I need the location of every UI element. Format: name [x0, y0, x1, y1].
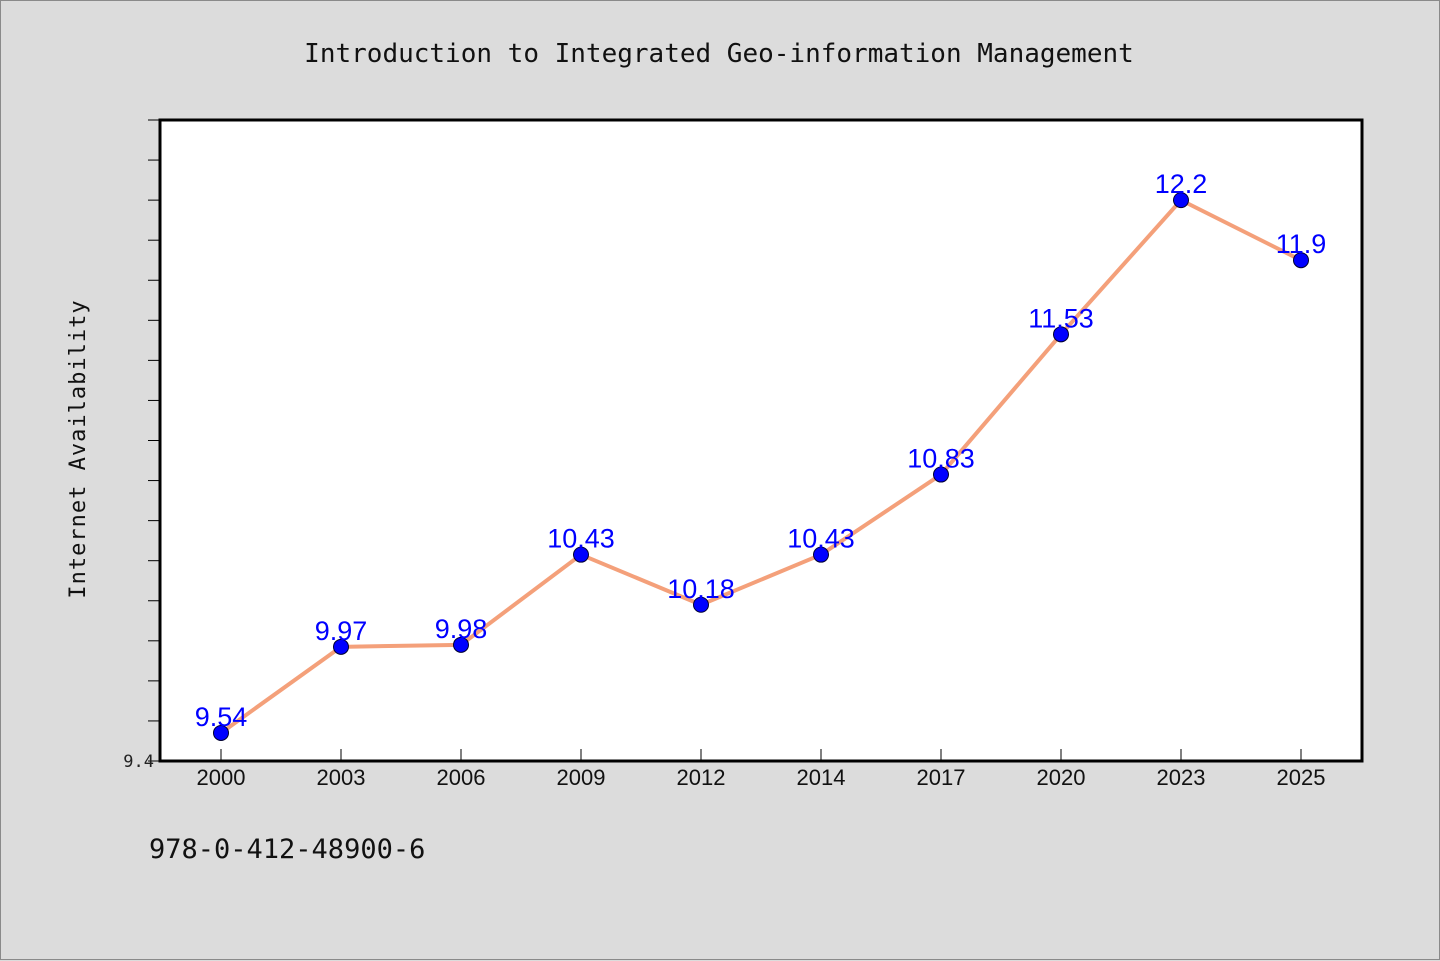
data-label: 9.98 [435, 614, 488, 644]
data-label: 12.2 [1155, 169, 1208, 199]
data-point [1053, 326, 1069, 343]
x-tick-label: 2003 [317, 765, 366, 790]
data-point [813, 546, 829, 563]
x-tick-label: 2009 [557, 765, 606, 790]
x-tick-label: 2014 [797, 765, 846, 790]
x-tick-label: 2012 [677, 765, 726, 790]
data-label: 10.18 [667, 574, 735, 604]
data-point [573, 546, 589, 563]
x-tick-label: 2020 [1037, 765, 1086, 790]
data-point [453, 636, 469, 653]
y-tick-label: 9.4 [123, 752, 154, 772]
data-label: 10.43 [547, 524, 615, 554]
data-point [333, 638, 349, 655]
x-tick-label: 2006 [437, 765, 486, 790]
data-label: 11.9 [1276, 229, 1327, 259]
series-line [219, 198, 1302, 735]
data-label: 10.43 [787, 524, 855, 554]
x-tick-label: 2017 [917, 765, 966, 790]
data-label: 10.83 [907, 444, 975, 474]
data-label: 9.54 [195, 702, 248, 732]
data-label: 11.53 [1028, 303, 1094, 333]
x-tick-label: 2025 [1277, 765, 1326, 790]
chart-title: Introduction to Integrated Geo-informati… [304, 39, 1134, 69]
footnote-isbn: 978-0-412-48900-6 [149, 834, 426, 865]
data-point [693, 596, 709, 613]
x-tick-label: 2023 [1157, 765, 1206, 790]
series-layer: 9.54 9.97 9.98 10.43 10.18 10.43 10.83 11.53 12.… [195, 169, 1327, 741]
data-point [213, 724, 229, 741]
data-point [1293, 252, 1309, 269]
data-label: 9.97 [315, 616, 368, 646]
data-point [933, 466, 949, 483]
y-axis-ticks: 9.4 [123, 119, 160, 772]
data-point [1173, 192, 1189, 209]
x-tick-label: 2000 [197, 765, 246, 790]
x-axis-ticks: 2000 2003 2006 2009 2012 2014 2017 2020 2023 2025 [197, 749, 1326, 790]
y-axis-label: Internet Availability [66, 299, 91, 598]
plot-area [158, 118, 1364, 763]
